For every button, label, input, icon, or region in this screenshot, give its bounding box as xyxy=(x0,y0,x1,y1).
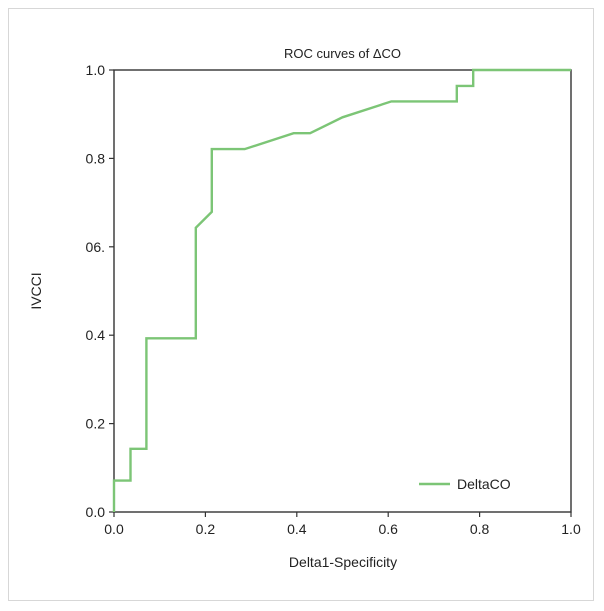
axes xyxy=(113,69,572,513)
x-tick-label: 0.6 xyxy=(378,521,398,537)
x-tick-label: 0.4 xyxy=(287,521,307,537)
y-axis-label: IVCCI xyxy=(28,272,44,309)
y-tick-label: 0.8 xyxy=(86,150,106,166)
series-layer xyxy=(112,68,571,512)
legend-label-deltaco: DeltaCO xyxy=(457,476,511,492)
chart-frame xyxy=(8,8,594,601)
y-tick-label: 1.0 xyxy=(86,62,106,78)
y-tick-label: 06. xyxy=(86,239,105,255)
x-axis-label: Delta1-Specificity xyxy=(289,554,397,570)
x-tick-label: 0.8 xyxy=(470,521,490,537)
legend: DeltaCO xyxy=(419,476,511,492)
ticks: 0.0 0.2 0.4 0.6 0.8 1.0 0.0 0.2 0.4 06. 0.8 1.0 xyxy=(86,62,581,537)
y-tick-label: 0.0 xyxy=(86,504,106,520)
y-tick-label: 0.2 xyxy=(86,416,106,432)
x-tick-label: 0.0 xyxy=(104,521,124,537)
y-tick-label: 0.4 xyxy=(86,327,106,343)
series-line-deltaco xyxy=(112,68,571,512)
x-tick-label: 1.0 xyxy=(561,521,581,537)
plot-area-border xyxy=(113,69,572,513)
x-tick-label: 0.2 xyxy=(196,521,216,537)
chart-title: ROC curves of ΔCO xyxy=(284,46,401,61)
